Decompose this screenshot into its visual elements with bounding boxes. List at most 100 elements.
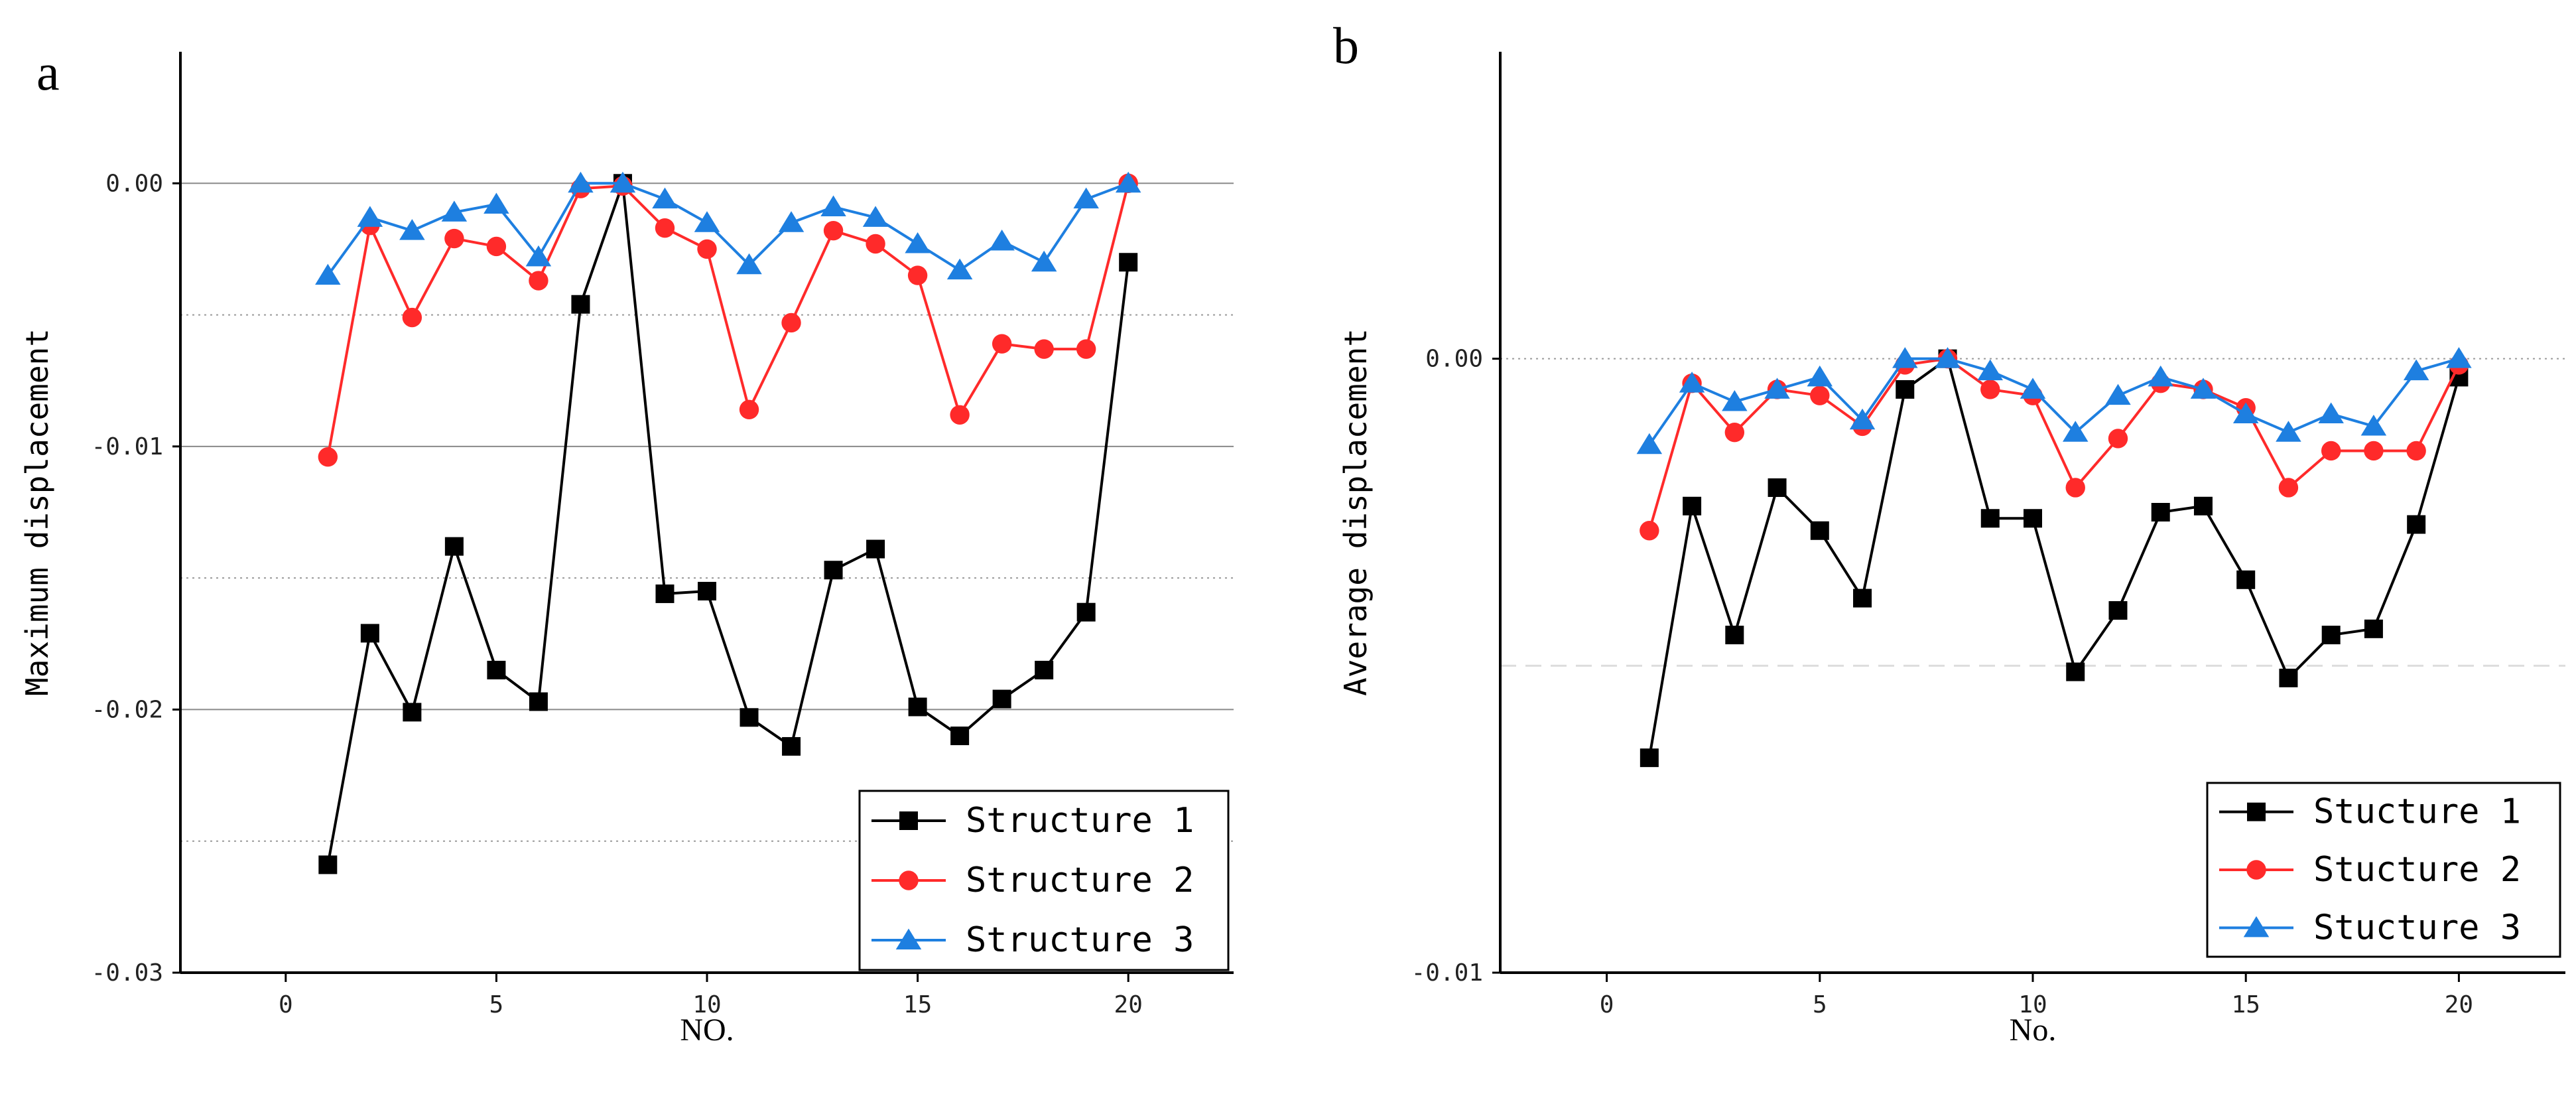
data-point [2062, 421, 2089, 442]
x-tick-label: 15 [903, 991, 932, 1018]
data-point [824, 561, 843, 580]
data-point [1722, 389, 1748, 411]
series-line [326, 182, 1129, 277]
data-point [2318, 402, 2344, 423]
data-point [2108, 601, 2128, 620]
data-point [1679, 372, 1705, 393]
data-point [2276, 421, 2301, 442]
data-point [697, 239, 717, 259]
panel-label: a [36, 43, 60, 101]
x-tick-label: 5 [489, 991, 504, 1018]
x-tick-label: 15 [2232, 991, 2260, 1018]
data-point [862, 206, 889, 227]
data-point [1849, 408, 1876, 430]
data-point [402, 307, 422, 328]
legend-item: Structure 2 [871, 861, 1194, 900]
data-point [1115, 171, 1141, 193]
data-point [655, 218, 675, 238]
data-point [905, 232, 931, 253]
data-point [2232, 402, 2259, 423]
data-point [736, 253, 762, 275]
series-3 [1636, 347, 2472, 454]
data-point [698, 581, 716, 600]
data-point [318, 447, 338, 467]
data-point [1810, 385, 1830, 405]
series-line [1648, 357, 2459, 446]
x-tick-label: 10 [692, 991, 721, 1018]
data-point [1725, 626, 1744, 645]
data-point [2279, 668, 2298, 687]
data-point [444, 228, 464, 249]
data-point [529, 692, 548, 711]
y-tick-label: -0.01 [92, 433, 163, 460]
data-point [1636, 433, 1663, 454]
data-point [403, 703, 422, 722]
data-point [778, 211, 805, 232]
data-point [525, 245, 552, 267]
data-point [483, 192, 509, 214]
data-point [1640, 748, 1659, 768]
legend-marker [895, 928, 922, 949]
data-point [781, 313, 801, 333]
y-tick-label: -0.01 [1411, 959, 1483, 987]
data-point [655, 584, 675, 603]
data-point [1977, 359, 2004, 381]
data-point [357, 206, 383, 227]
data-point [950, 727, 970, 746]
x-tick-label: 10 [2018, 991, 2047, 1018]
y-tick-label: 0.00 [105, 170, 163, 197]
data-point [1035, 660, 1054, 679]
x-tick-label: 20 [1114, 991, 1143, 1018]
y-tick-label: -0.03 [92, 959, 163, 987]
data-point [2278, 478, 2299, 498]
data-point [1980, 509, 2000, 528]
legend-item: Stucture 3 [2219, 908, 2521, 947]
data-point [908, 697, 927, 717]
data-point [487, 660, 506, 679]
legend-marker [2247, 802, 2266, 821]
series-2 [1640, 348, 2469, 541]
legend-item: Structure 3 [871, 920, 1194, 960]
data-point [2190, 378, 2217, 399]
data-point [2024, 509, 2042, 528]
data-point [444, 537, 464, 556]
legend: Stucture 1 Stucture 2 Stucture 3 [2206, 782, 2561, 958]
legend-marker [899, 870, 919, 890]
legend-label: Structure 3 [966, 920, 1194, 960]
data-point [571, 295, 590, 314]
data-point [2407, 515, 2426, 534]
y-axis-title: Average displacement [1338, 328, 1374, 696]
x-tick-label: 0 [279, 991, 293, 1018]
data-point [1935, 347, 1961, 368]
data-point [2151, 503, 2170, 521]
data-point [2020, 378, 2046, 399]
data-point [568, 171, 594, 193]
series-3 [315, 171, 1141, 285]
data-point [1640, 521, 1659, 541]
data-point [989, 230, 1015, 251]
data-point [1034, 339, 1054, 359]
data-point [2360, 414, 2387, 436]
data-point [782, 736, 801, 756]
series-1 [318, 174, 1138, 874]
chart-panel-b: 0 5 10 15 20 -0.01 0.00 b Average displacement No… [1333, 17, 2565, 1048]
data-point [2065, 478, 2085, 498]
panel-label: b [1333, 17, 1359, 74]
data-point [1980, 380, 2000, 399]
legend-marker [2243, 916, 2270, 938]
data-point [441, 200, 468, 222]
data-point [2446, 347, 2472, 368]
data-point [318, 855, 338, 874]
data-point [740, 708, 759, 727]
data-point [1683, 496, 1702, 516]
data-point [823, 220, 844, 241]
data-point [2108, 429, 2128, 449]
data-point [1031, 250, 1057, 272]
data-point [1724, 423, 1745, 443]
y-axis-title: Maximum displacement [19, 328, 55, 696]
legend-marker [899, 811, 918, 830]
x-tick-label: 0 [1600, 991, 1614, 1018]
x-axis-title: NO. [680, 1012, 734, 1048]
data-point [739, 399, 759, 420]
data-point [529, 271, 548, 291]
